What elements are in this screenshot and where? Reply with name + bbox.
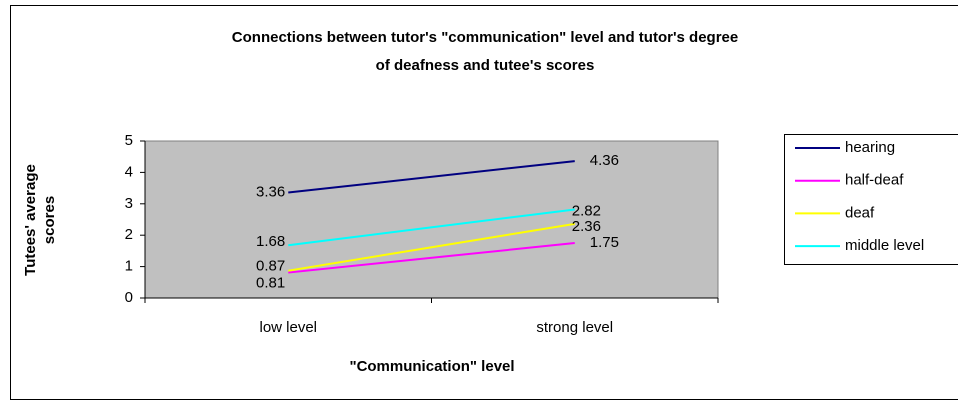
y-axis-title: Tutees' average scores	[22, 164, 58, 276]
data-label: 1.75	[590, 234, 619, 251]
legend-label: half-deaf	[845, 172, 904, 189]
y-tick-label: 2	[125, 226, 133, 243]
data-label: 1.68	[256, 233, 285, 250]
legend-label: middle level	[845, 237, 924, 254]
data-label: 2.36	[572, 218, 601, 235]
y-axis-title-line: Tutees' average	[22, 164, 39, 276]
data-label: 0.81	[256, 275, 285, 292]
series-line	[288, 160, 575, 194]
legend-label: deaf	[845, 204, 875, 221]
data-label: 2.82	[572, 202, 601, 219]
legend	[784, 134, 958, 265]
plot-area	[144, 140, 719, 299]
data-label: 0.87	[256, 258, 285, 275]
series-line	[288, 222, 575, 272]
legend-label: hearing	[845, 139, 895, 156]
y-tick-label: 0	[125, 289, 133, 306]
x-tick-label: strong level	[536, 319, 613, 336]
y-tick-label: 3	[125, 195, 133, 212]
data-label: 4.36	[590, 152, 619, 169]
x-tick-label: low level	[259, 319, 317, 336]
series-line	[288, 208, 575, 247]
x-axis-title: "Communication" level	[349, 358, 514, 375]
chart-title: of deafness and tutee's scores	[376, 57, 595, 74]
y-tick-label: 1	[125, 258, 133, 275]
y-tick-label: 4	[125, 163, 133, 180]
chart-title: Connections between tutor's "communicati…	[232, 29, 738, 46]
data-label: 3.36	[256, 183, 285, 200]
series-line	[288, 242, 575, 274]
y-axis-title-line: scores	[41, 196, 58, 244]
y-tick-label: 5	[125, 132, 133, 149]
